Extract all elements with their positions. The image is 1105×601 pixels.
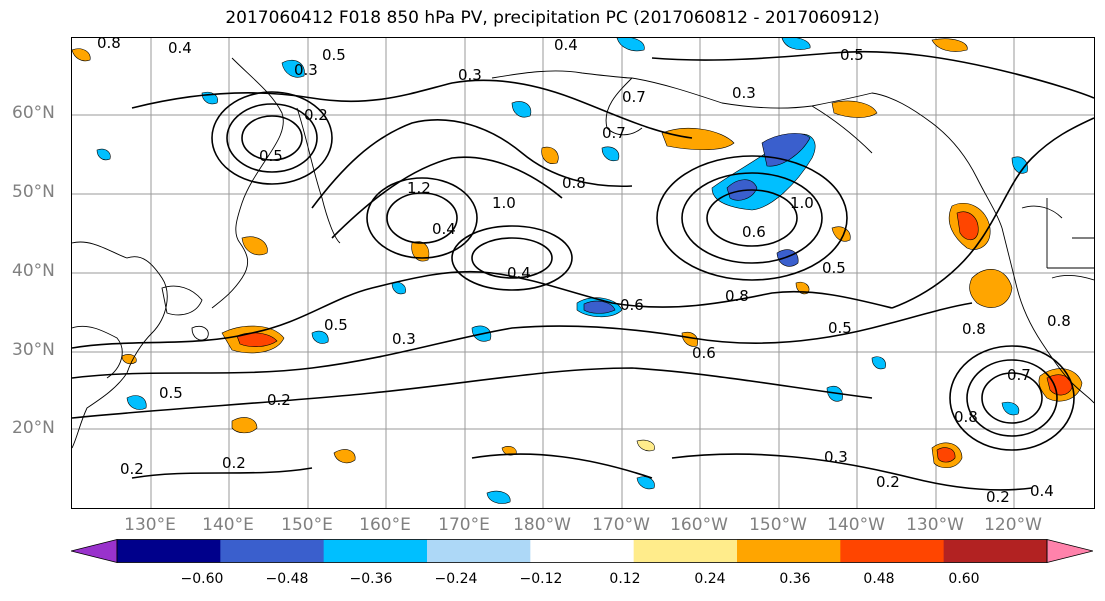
lat-label-50n: 50°N bbox=[12, 182, 55, 202]
contour-label: 0.2 bbox=[222, 454, 246, 472]
precip-positive-shading bbox=[72, 38, 1083, 468]
pv-contours bbox=[72, 50, 1094, 491]
lon-label-160w: 160°W bbox=[670, 515, 728, 535]
colorbar-cell bbox=[427, 539, 531, 563]
colorbar-cell bbox=[633, 539, 738, 563]
contour-label: 0.6 bbox=[620, 296, 644, 314]
contour-labels: 0.8 0.4 0.3 0.5 0.4 0.3 0.7 0.2 0.5 1.2 … bbox=[97, 38, 1071, 506]
colorbar-tick: −0.36 bbox=[349, 571, 393, 587]
contour-label: 0.4 bbox=[507, 264, 531, 282]
contour-label: 0.3 bbox=[824, 448, 848, 466]
contour-label: 0.4 bbox=[168, 39, 192, 57]
contour-label: 0.2 bbox=[986, 488, 1010, 506]
lon-label-180w: 180°W bbox=[513, 515, 571, 535]
map-title: 2017060412 F018 850 hPa PV, precipitatio… bbox=[225, 8, 880, 28]
contour-label: 0.7 bbox=[602, 124, 626, 142]
colorbar-cell bbox=[117, 539, 221, 563]
contour-label: 0.3 bbox=[392, 330, 416, 348]
colorbar-tick: −0.60 bbox=[180, 571, 224, 587]
lon-label-130e: 130°E bbox=[124, 515, 176, 535]
colorbar-cell bbox=[737, 539, 841, 563]
colorbar-outline bbox=[116, 539, 1048, 563]
colorbar-tick: 0.24 bbox=[694, 571, 726, 587]
contour-label: 0.5 bbox=[259, 147, 283, 165]
contour-label: 0.3 bbox=[458, 66, 482, 84]
contour-label: 0.3 bbox=[732, 84, 756, 102]
colorbar-high-cap bbox=[1046, 539, 1093, 563]
contour-label: 0.5 bbox=[324, 316, 348, 334]
colorbar-tick: 0.60 bbox=[948, 571, 980, 587]
contour-label: 0.5 bbox=[822, 259, 846, 277]
contour-label: 0.7 bbox=[622, 88, 646, 106]
colorbar-tick: −0.12 bbox=[519, 571, 563, 587]
lon-label-120w: 120°W bbox=[984, 515, 1042, 535]
lat-label-30n: 30°N bbox=[12, 340, 55, 360]
map-svg: 0.8 0.4 0.3 0.5 0.4 0.3 0.7 0.2 0.5 1.2 … bbox=[72, 38, 1094, 508]
contour-label: 0.6 bbox=[742, 223, 766, 241]
contour-label: 0.8 bbox=[954, 408, 978, 426]
colorbar-tick: −0.24 bbox=[434, 571, 478, 587]
lon-label-150e: 150°E bbox=[281, 515, 333, 535]
contour-label: 1.2 bbox=[407, 179, 431, 197]
lon-label-140e: 140°E bbox=[202, 515, 254, 535]
contour-label: 0.2 bbox=[304, 106, 328, 124]
contour-label: 0.8 bbox=[962, 320, 986, 338]
contour-label: 0.8 bbox=[562, 174, 586, 192]
contour-label: 0.7 bbox=[1007, 366, 1031, 384]
contour-label: 0.5 bbox=[159, 384, 183, 402]
contour-label: 0.8 bbox=[725, 287, 749, 305]
contour-label: 0.4 bbox=[1030, 482, 1054, 500]
colorbar-cell bbox=[840, 539, 945, 563]
contour-label: 0.8 bbox=[1047, 312, 1071, 330]
lat-label-20n: 20°N bbox=[12, 418, 55, 438]
colorbar-tick: 0.36 bbox=[779, 571, 811, 587]
lon-label-150w: 150°W bbox=[749, 515, 807, 535]
contour-label: 0.3 bbox=[294, 61, 318, 79]
contour-label: 0.2 bbox=[876, 473, 900, 491]
contour-label: 0.2 bbox=[267, 391, 291, 409]
lon-label-130w: 130°W bbox=[906, 515, 964, 535]
contour-label: 0.2 bbox=[120, 460, 144, 478]
colorbar-cell bbox=[323, 539, 428, 563]
lat-label-40n: 40°N bbox=[12, 261, 55, 281]
contour-label: 1.0 bbox=[492, 194, 516, 212]
contour-label: 0.5 bbox=[828, 319, 852, 337]
contour-label: 0.4 bbox=[432, 220, 456, 238]
contour-label: 1.0 bbox=[790, 194, 814, 212]
graticule bbox=[72, 38, 1094, 508]
colorbar-tick: 0.12 bbox=[609, 571, 641, 587]
contour-label: 0.8 bbox=[97, 38, 121, 52]
contour-label: 0.5 bbox=[322, 46, 346, 64]
colorbar-cell bbox=[530, 539, 635, 563]
colorbar-low-cap bbox=[71, 539, 118, 563]
colorbar-cell bbox=[220, 539, 325, 563]
colorbar-tick: 0.48 bbox=[863, 571, 895, 587]
contour-label: 0.6 bbox=[692, 344, 716, 362]
lat-label-60n: 60°N bbox=[12, 103, 55, 123]
colorbar-tick: −0.48 bbox=[265, 571, 309, 587]
lon-label-140w: 140°W bbox=[827, 515, 885, 535]
contour-label: 0.4 bbox=[554, 38, 578, 54]
lon-label-170e: 170°E bbox=[438, 515, 490, 535]
colorbar-cell bbox=[943, 539, 1048, 563]
lon-label-160e: 160°E bbox=[359, 515, 411, 535]
contour-label: 0.5 bbox=[840, 46, 864, 64]
precip-negative-shading bbox=[96, 38, 1028, 504]
colorbar bbox=[71, 539, 1093, 563]
coastlines bbox=[72, 57, 1094, 449]
map-panel: 0.8 0.4 0.3 0.5 0.4 0.3 0.7 0.2 0.5 1.2 … bbox=[71, 37, 1095, 509]
lon-label-170w: 170°W bbox=[592, 515, 650, 535]
